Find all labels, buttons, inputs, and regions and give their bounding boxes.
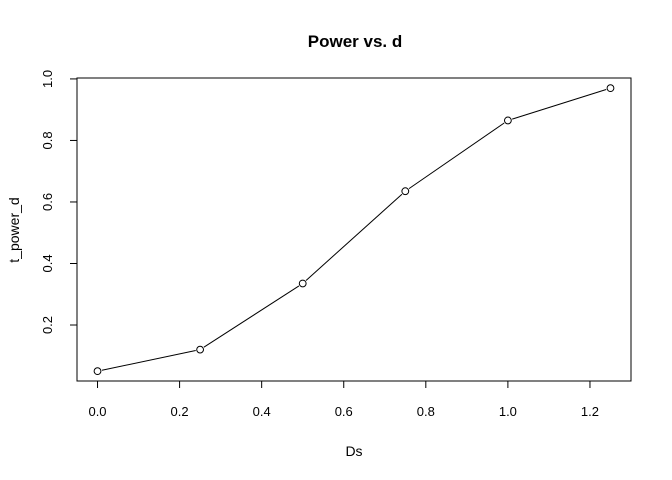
x-tick-label: 1.0 xyxy=(499,404,517,419)
series-line-segment xyxy=(305,193,403,281)
data-point xyxy=(298,279,307,288)
series-line-segment xyxy=(203,285,300,348)
series-line-segment xyxy=(101,350,196,371)
x-tick-label: 0.0 xyxy=(88,404,106,419)
data-point xyxy=(606,84,615,93)
x-tick-label: 0.6 xyxy=(335,404,353,419)
y-tick-label: 1.0 xyxy=(40,70,55,88)
y-tick-label: 0.2 xyxy=(40,316,55,334)
y-tick-label: 0.4 xyxy=(40,254,55,272)
x-tick-label: 1.2 xyxy=(581,404,599,419)
series-layer xyxy=(93,84,615,376)
y-axis: 0.2 0.4 0.6 0.8 1.0 xyxy=(40,70,78,334)
y-tick-label: 0.8 xyxy=(40,131,55,149)
x-axis-label: Ds xyxy=(345,443,362,459)
y-tick-label: 0.6 xyxy=(40,193,55,211)
data-point xyxy=(503,116,512,125)
y-axis-label: t_power_d xyxy=(6,197,22,262)
data-point xyxy=(196,345,205,354)
data-point xyxy=(401,187,410,196)
x-tick-label: 0.4 xyxy=(253,404,271,419)
x-tick-label: 0.8 xyxy=(417,404,435,419)
x-tick-label: 0.2 xyxy=(171,404,189,419)
series-line-segment xyxy=(408,122,505,190)
plot-area-frame xyxy=(76,77,632,382)
series-line-segment xyxy=(512,89,607,120)
chart-title: Power vs. d xyxy=(308,32,402,51)
data-point xyxy=(93,367,102,376)
x-axis: 0.0 0.2 0.4 0.6 0.8 1.0 1.2 xyxy=(88,380,599,419)
